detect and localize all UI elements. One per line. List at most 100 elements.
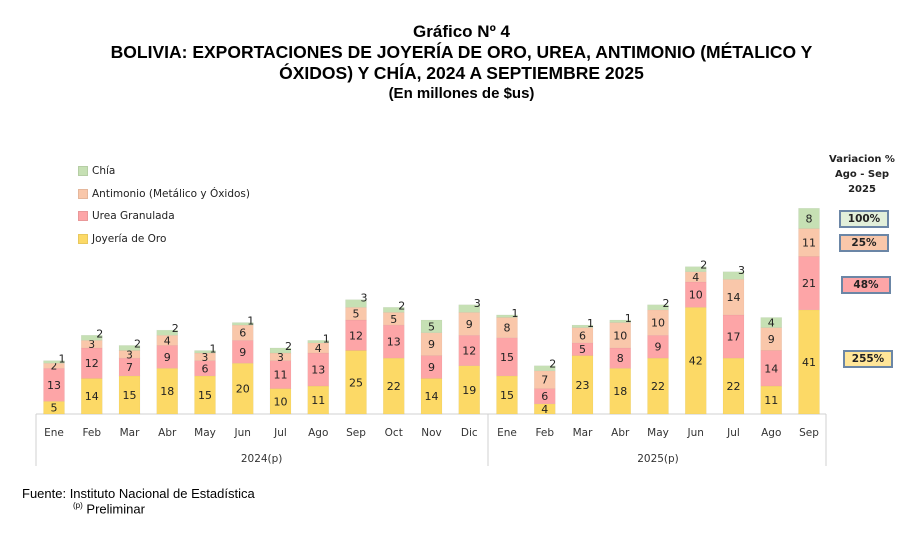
chart-title-line2: ÓXIDOS) Y CHÍA, 2024 A SEPTIEMBRE 2025 <box>279 63 644 83</box>
data-label-joyeria: 14 <box>425 390 439 403</box>
legend-item-antimonio: Antimonio (Metálico y Óxidos) <box>78 183 250 206</box>
data-label-joyeria: 23 <box>576 379 590 392</box>
data-label-chia: 1 <box>512 307 519 320</box>
bar-segment-chia <box>232 322 254 326</box>
data-label-joyeria: 25 <box>349 376 363 389</box>
bar-segment-antimonio <box>798 228 820 257</box>
data-label-chia: 2 <box>663 297 670 310</box>
variation-chia: 100% <box>839 210 889 228</box>
data-label-antimonio: 8 <box>504 322 511 335</box>
data-label-joyeria: 20 <box>236 383 250 396</box>
data-label-chia: 2 <box>549 358 556 371</box>
chart-number: Gráfico Nº 4 <box>413 22 510 41</box>
data-label-urea: 13 <box>387 336 401 349</box>
bar-segment-antimonio <box>685 271 707 283</box>
data-label-chia: 5 <box>428 320 435 333</box>
data-label-antimonio: 4 <box>315 342 322 355</box>
data-label-joyeria: 15 <box>198 389 212 402</box>
x-tick-label: Oct <box>385 427 403 439</box>
x-tick-label: Jul <box>273 427 287 439</box>
bar-segment-chia <box>496 314 518 318</box>
data-label-joyeria: 5 <box>51 402 58 415</box>
data-label-antimonio: 2 <box>51 361 58 373</box>
data-label-joyeria: 42 <box>689 355 703 368</box>
x-tick-label: Ene <box>497 427 517 439</box>
data-label-joyeria: 19 <box>462 384 476 397</box>
chart-titles: Gráfico Nº 4 BOLIVIA: EXPORTACIONES DE J… <box>0 22 923 103</box>
bar-segment-chia <box>685 266 707 273</box>
bar-segment-chia <box>609 319 631 323</box>
variation-urea: 48% <box>841 276 891 294</box>
data-label-antimonio: 6 <box>579 329 586 342</box>
data-label-chia: 2 <box>700 259 707 272</box>
bar-segment-chia <box>798 208 820 229</box>
variation-header-line1: Variacion % <box>829 154 895 165</box>
x-tick-label: Nov <box>421 427 442 439</box>
chart-title-line1: BOLIVIA: EXPORTACIONES DE JOYERÍA DE ORO… <box>110 42 813 62</box>
bar-segment-chia <box>534 365 556 372</box>
data-label-antimonio: 9 <box>466 318 473 331</box>
x-group-label: 2025(p) <box>637 453 679 465</box>
variation-header-line2: Ago - Sep <box>834 169 890 180</box>
bar-segment-chia <box>420 319 443 333</box>
data-label-urea: 21 <box>802 277 816 290</box>
x-tick-label: Dic <box>461 427 478 439</box>
legend-label: Chía <box>92 165 116 178</box>
data-label-urea: 10 <box>689 289 703 302</box>
bar-segment-chia <box>269 347 292 354</box>
legend-swatch-urea <box>78 211 88 222</box>
data-label-joyeria: 11 <box>311 394 325 407</box>
data-label-urea: 17 <box>727 331 741 344</box>
x-tick-label: Ago <box>761 427 781 439</box>
data-label-antimonio: 3 <box>126 349 133 361</box>
data-label-urea: 11 <box>274 369 288 382</box>
legend-label: Antimonio (Metálico y Óxidos) <box>92 187 250 200</box>
x-tick-label: Mar <box>120 427 140 439</box>
data-label-chia: 1 <box>323 332 330 345</box>
bar-segment-urea <box>647 335 669 359</box>
data-label-joyeria: 11 <box>764 394 778 407</box>
legend-label: Joyería de Oro <box>92 232 167 245</box>
bar-segment-chia <box>156 329 178 336</box>
legend-swatch-joyeria <box>78 233 88 244</box>
x-tick-label: May <box>194 427 216 439</box>
data-label-antimonio: 3 <box>88 339 95 351</box>
data-label-antimonio: 4 <box>692 271 699 284</box>
variation-header: Variacion % Ago - Sep 2025 <box>828 152 896 197</box>
bar-segment-chia <box>383 307 405 313</box>
data-label-antimonio: 3 <box>202 352 209 364</box>
variation-header-line3: 2025 <box>848 184 876 195</box>
data-label-urea: 5 <box>579 343 586 356</box>
x-tick-label: Feb <box>82 427 101 439</box>
data-label-chia: 2 <box>172 322 179 335</box>
data-label-chia: 2 <box>96 327 103 340</box>
data-label-joyeria: 18 <box>613 385 627 398</box>
data-label-urea: 12 <box>349 329 363 342</box>
bar-segment-antimonio <box>534 370 556 389</box>
data-label-antimonio: 10 <box>613 329 627 342</box>
data-label-chia: 3 <box>738 264 745 277</box>
legend-item-chia: Chía <box>78 160 250 183</box>
data-label-urea: 12 <box>462 345 476 358</box>
data-label-urea: 8 <box>617 352 624 365</box>
x-tick-label: Jun <box>234 427 251 439</box>
variation-joyeria: 255% <box>843 350 893 368</box>
bar-segment-antimonio <box>269 352 292 361</box>
bar-segment-chia <box>81 335 103 341</box>
data-label-joyeria: 22 <box>727 380 741 393</box>
preliminary-text: Preliminar <box>82 501 145 517</box>
data-label-urea: 7 <box>126 361 133 374</box>
data-label-urea: 9 <box>239 346 246 359</box>
data-label-antimonio: 7 <box>541 374 548 387</box>
data-label-chia: 1 <box>587 317 594 330</box>
data-label-joyeria: 14 <box>85 390 99 403</box>
x-tick-label: Abr <box>611 427 630 439</box>
data-label-antimonio: 3 <box>277 352 284 364</box>
x-tick-label: Mar <box>573 427 593 439</box>
data-label-joyeria: 22 <box>387 380 401 393</box>
data-label-antimonio: 14 <box>727 291 741 304</box>
data-label-antimonio: 5 <box>353 308 360 321</box>
data-label-urea: 6 <box>541 390 548 403</box>
variation-antimonio: 25% <box>839 234 889 252</box>
